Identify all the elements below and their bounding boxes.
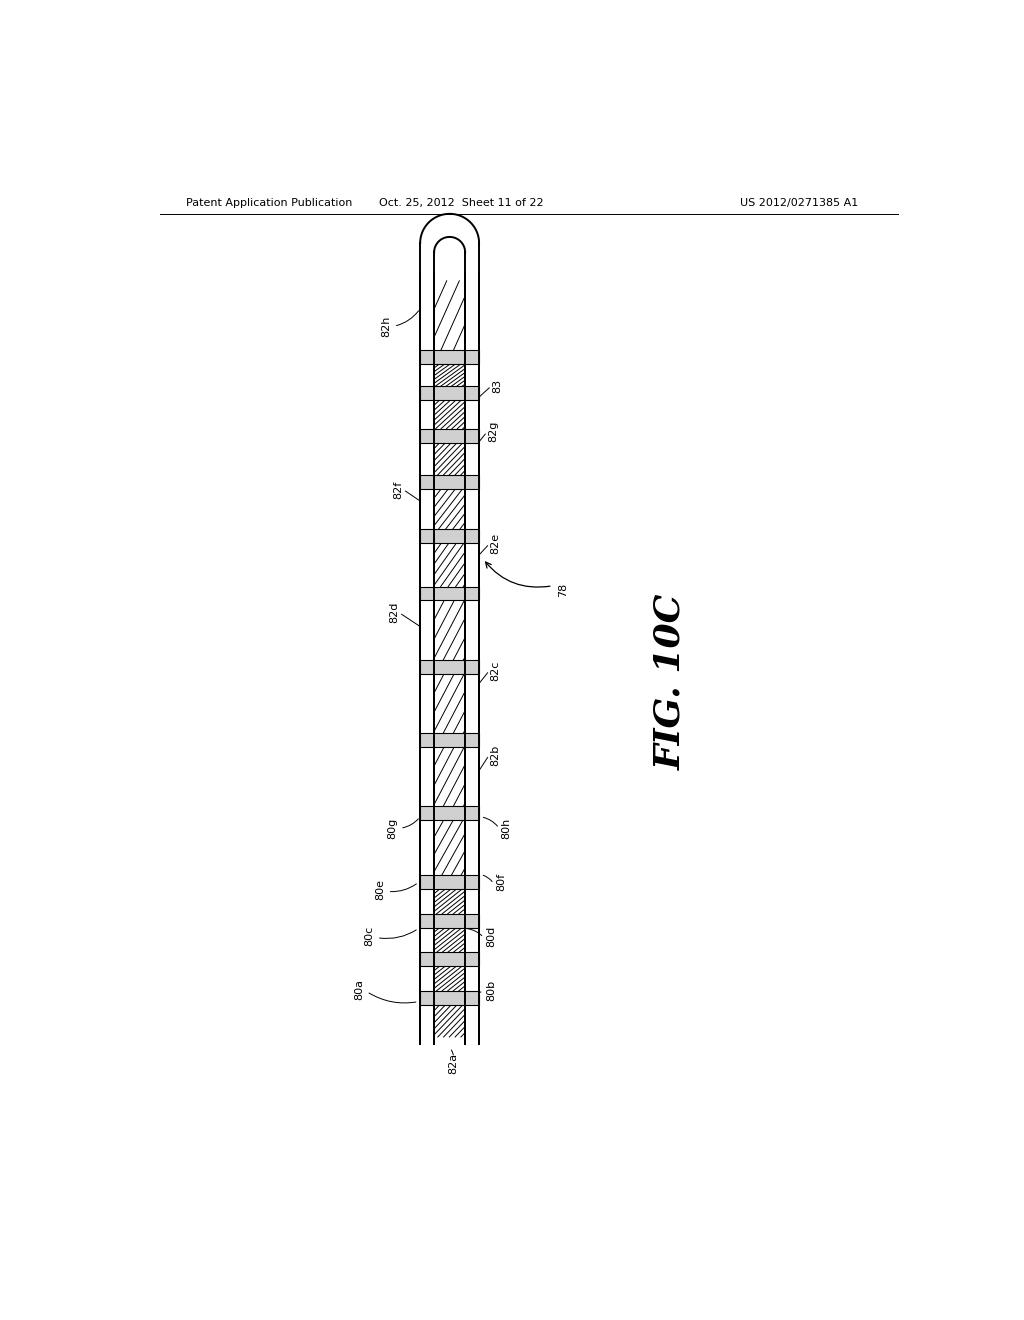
Text: 80b: 80b: [486, 979, 496, 1001]
Text: 82g: 82g: [488, 421, 499, 442]
Text: 82c: 82c: [490, 660, 501, 681]
Bar: [420, 387, 479, 400]
Bar: [420, 952, 479, 966]
Bar: [420, 586, 479, 601]
Text: 82f: 82f: [393, 480, 403, 499]
Bar: [420, 529, 479, 543]
Text: 78: 78: [558, 582, 568, 597]
Text: 80c: 80c: [365, 925, 375, 946]
Text: 80g: 80g: [388, 817, 397, 840]
Bar: [420, 733, 479, 747]
Bar: [420, 991, 479, 1005]
Text: 82b: 82b: [490, 744, 501, 766]
Text: 80a: 80a: [354, 979, 365, 1001]
Bar: [420, 875, 479, 890]
Bar: [420, 660, 479, 673]
Bar: [420, 807, 479, 820]
Text: Oct. 25, 2012  Sheet 11 of 22: Oct. 25, 2012 Sheet 11 of 22: [379, 198, 544, 209]
Bar: [420, 913, 479, 928]
Text: 80e: 80e: [376, 879, 385, 900]
Text: US 2012/0271385 A1: US 2012/0271385 A1: [740, 198, 858, 209]
Text: Patent Application Publication: Patent Application Publication: [186, 198, 352, 209]
Text: 82d: 82d: [389, 602, 399, 623]
Bar: [420, 350, 479, 364]
Text: 80d: 80d: [486, 925, 496, 946]
Text: 82a: 82a: [449, 1052, 459, 1073]
Text: 82h: 82h: [382, 315, 391, 337]
Text: 80f: 80f: [496, 873, 506, 891]
Text: 83: 83: [493, 379, 502, 392]
Bar: [420, 475, 479, 488]
Text: 80h: 80h: [502, 817, 512, 840]
Text: 82e: 82e: [490, 533, 501, 554]
Text: FIG. 10C: FIG. 10C: [653, 594, 687, 770]
Bar: [420, 429, 479, 442]
